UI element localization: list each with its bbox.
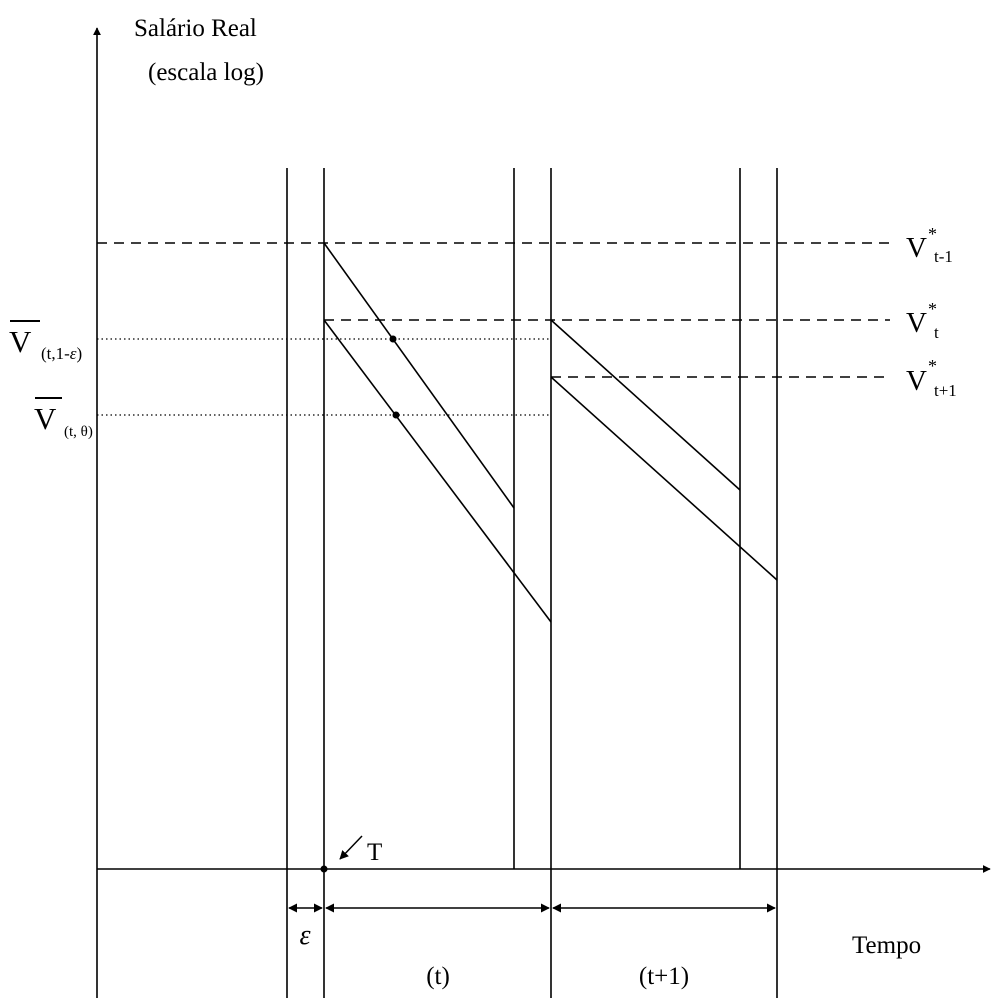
v-bar-1-minus-eps-sub-open: (t,1- <box>41 344 70 363</box>
average-point-theta <box>392 411 400 419</box>
label-v-star-t-minus-1: V * t-1 <box>906 224 953 266</box>
v-star-t-base: V <box>906 307 927 339</box>
v-bar-1-minus-eps-base: V <box>9 324 32 359</box>
wage-path-t-lower <box>323 319 552 623</box>
period-t-label: (t) <box>426 963 450 990</box>
v-star-t-minus-1-base: V <box>906 232 927 264</box>
v-bar-1-minus-eps-sub: (t,1-ε) <box>41 344 82 363</box>
v-bar-theta-base: V <box>34 401 57 436</box>
x-axis-title: Tempo <box>852 932 921 959</box>
v-star-t-sup: * <box>928 299 937 319</box>
v-star-t-minus-1-sup: * <box>928 224 937 244</box>
v-bar-1-minus-eps-sub-close: ) <box>77 344 83 363</box>
wage-path-t1-upper <box>550 319 741 491</box>
v-bar-1-minus-eps-sub-eps: ε <box>70 344 77 363</box>
v-star-t-plus-1-base: V <box>906 365 927 397</box>
wage-path-t-upper <box>323 242 515 509</box>
period-t1-label: (t+1) <box>639 963 689 990</box>
wage-path-t1-lower <box>550 376 778 581</box>
marker-T-arrow <box>339 835 363 860</box>
v-bar-theta-sub: (t, θ) <box>64 424 93 440</box>
label-v-bar-theta: V (t, θ) <box>34 397 93 440</box>
v-star-t-minus-1-sub: t-1 <box>934 247 953 266</box>
point-T <box>320 865 328 873</box>
v-star-t-plus-1-sup: * <box>928 356 937 376</box>
label-v-star-t-plus-1: V * t+1 <box>906 356 957 400</box>
y-axis-title-line1: Salário Real <box>134 15 257 42</box>
v-star-t-plus-1-sub: t+1 <box>934 381 957 400</box>
v-star-t-sub: t <box>934 323 939 342</box>
label-v-star-t: V * t <box>906 299 939 342</box>
y-axis-title-line2: (escala log) <box>148 59 264 86</box>
label-v-bar-1-minus-eps: V (t,1-ε) <box>9 320 82 363</box>
epsilon-interval-label: ε <box>299 920 310 951</box>
average-point-1-minus-eps <box>389 335 397 343</box>
marker-T-label: T <box>367 839 382 866</box>
